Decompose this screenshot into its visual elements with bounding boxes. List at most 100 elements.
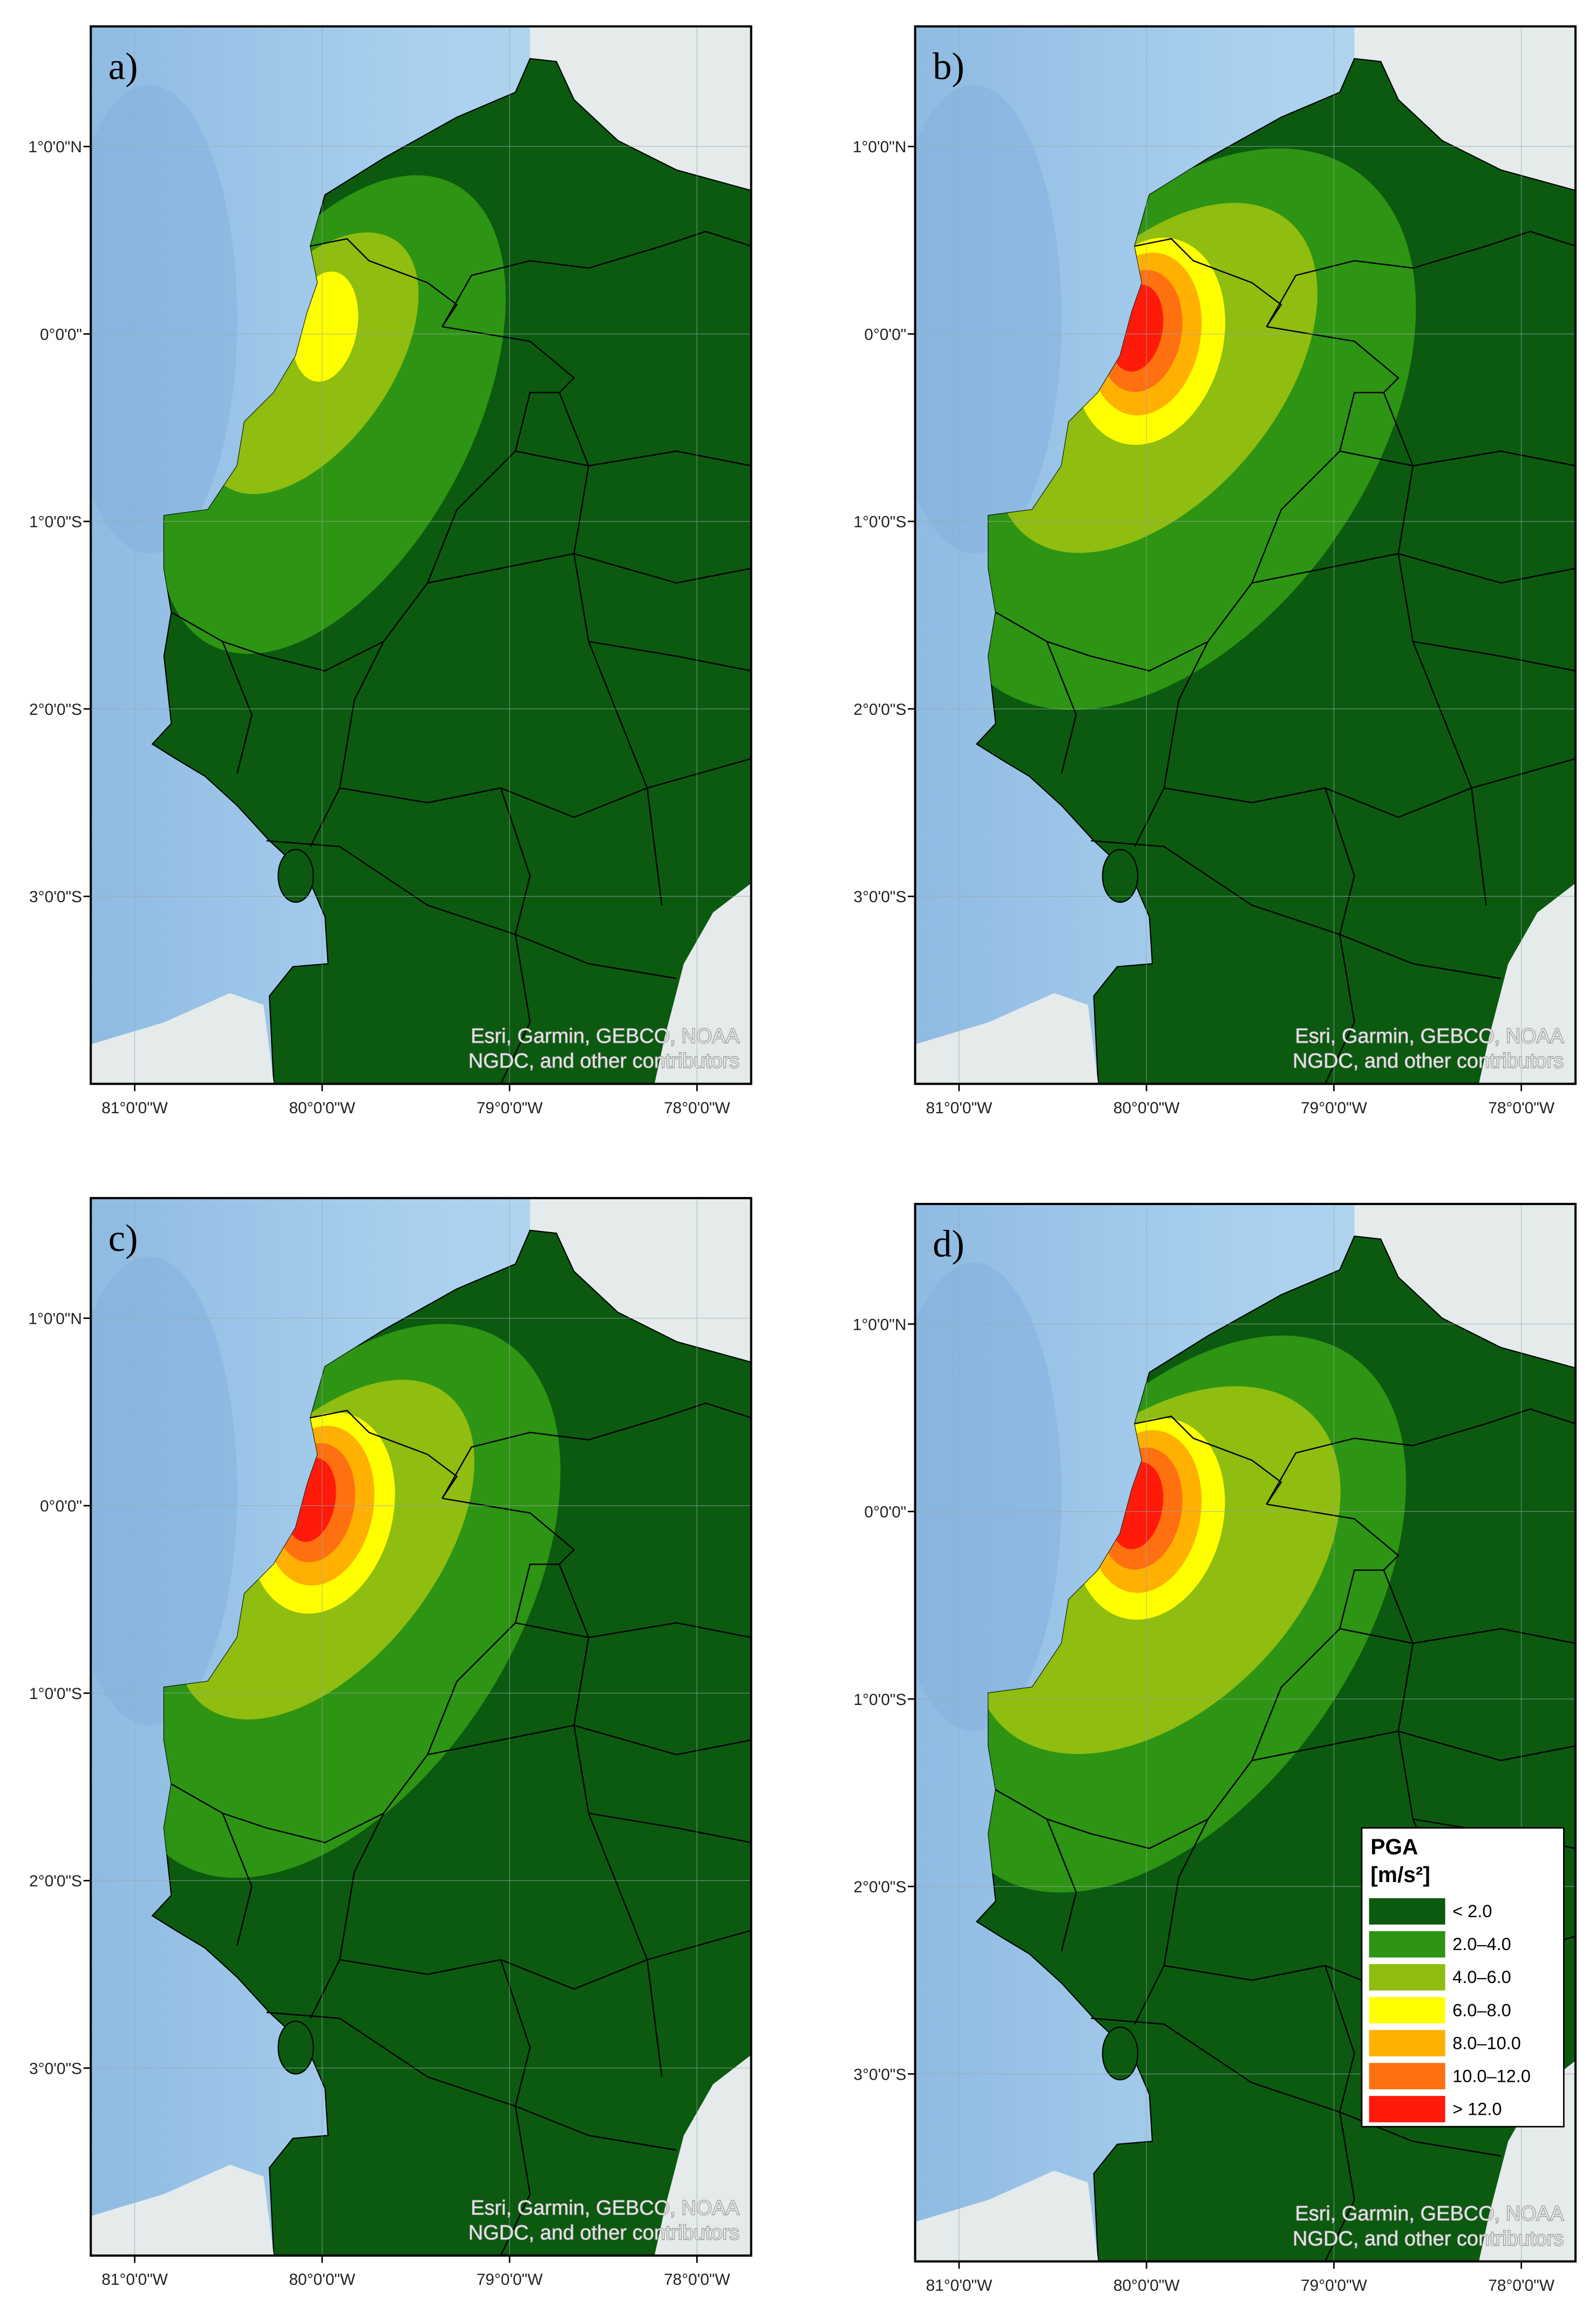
border xyxy=(1090,2018,1501,2157)
legend-label: 4.0–6.0 xyxy=(1452,1967,1511,1987)
lat-label: 0°0'0" xyxy=(864,1504,906,1521)
legend-swatch xyxy=(1369,1898,1445,1925)
colombia xyxy=(1354,1204,1576,1368)
lon-label: 81°0'0"W xyxy=(101,2271,168,2289)
lon-label: 78°0'0"W xyxy=(1488,1099,1555,1117)
lat-label: 2°0'0"S xyxy=(29,1872,82,1890)
legend-label: 10.0–12.0 xyxy=(1452,2066,1531,2086)
border xyxy=(1134,326,1400,847)
border xyxy=(442,1402,751,1499)
legend-title: PGA xyxy=(1370,1835,1418,1859)
lat-label: 3°0'0"S xyxy=(853,2066,906,2083)
attribution: NGDC, and other contributors xyxy=(1293,1050,1564,1073)
lat-label: 0°0'0" xyxy=(40,326,82,343)
lon-label: 80°0'0"W xyxy=(1113,1099,1180,1117)
border xyxy=(995,1789,1208,1849)
lat-label: 2°0'0"S xyxy=(29,701,82,719)
graticule xyxy=(91,1198,751,2256)
border xyxy=(442,231,751,327)
lat-label: 1°0'0"S xyxy=(853,513,906,531)
border xyxy=(1046,1818,1077,1951)
province-borders xyxy=(171,231,751,1084)
puna-island xyxy=(277,849,314,903)
peru-north xyxy=(915,2170,1098,2262)
border xyxy=(1134,1503,1400,2025)
map-frame xyxy=(914,1202,1577,2263)
border xyxy=(1340,1628,1576,1644)
border xyxy=(427,1724,751,1756)
map-frame xyxy=(90,1197,752,2257)
border xyxy=(515,1622,751,1639)
legend-label: < 2.0 xyxy=(1452,1901,1492,1921)
legend-label: 8.0–10.0 xyxy=(1452,2033,1521,2053)
province-borders xyxy=(171,1402,751,2256)
border xyxy=(310,326,575,847)
attribution: Esri, Garmin, GEBCO, NOAA xyxy=(1295,1025,1564,1048)
border xyxy=(1135,238,1282,327)
map-panel: a) 1°0'0"N 0°0'0" 1°0'0"S 2°0'0"S 3°0'0"S 81°0… xyxy=(28,25,752,1117)
legend-swatch xyxy=(1369,1931,1445,1958)
border xyxy=(1324,1965,1355,2262)
border xyxy=(1164,758,1576,818)
legend-swatch xyxy=(1369,2096,1445,2122)
lon-label: 79°0'0"W xyxy=(477,2271,544,2289)
lat-label: 2°0'0"S xyxy=(853,1878,906,1896)
lon-label: 78°0'0"W xyxy=(664,1099,731,1117)
lon-label: 78°0'0"W xyxy=(1488,2277,1555,2295)
map-panel: b) 1°0'0"N 0°0'0" 1°0'0"S 2°0'0"S 3°0'0"S 81°0… xyxy=(853,25,1577,1117)
border xyxy=(995,611,1208,672)
border xyxy=(1266,1408,1576,1505)
map-body xyxy=(915,26,1576,1084)
attribution: Esri, Garmin, GEBCO, NOAA xyxy=(471,2197,740,2219)
sea-shade xyxy=(915,1262,1062,1731)
border xyxy=(1324,788,1355,1084)
sea-shade xyxy=(91,85,237,554)
border xyxy=(515,450,751,466)
border xyxy=(222,1813,253,1946)
map-frame xyxy=(914,25,1577,1085)
graticule xyxy=(91,26,751,1084)
province-borders xyxy=(995,231,1576,1084)
lon-label: 79°0'0"W xyxy=(477,1099,544,1117)
lon-label: 79°0'0"W xyxy=(1301,1099,1368,1117)
border xyxy=(1340,450,1576,466)
legend-unit: [m/s²] xyxy=(1370,1862,1430,1887)
sea-shade xyxy=(915,85,1062,554)
lon-label: 81°0'0"W xyxy=(926,1099,993,1117)
border xyxy=(1252,1730,1576,1762)
lon-label: 81°0'0"W xyxy=(926,2277,993,2295)
lat-label: 1°0'0"N xyxy=(28,138,82,156)
legend-swatch xyxy=(1369,2030,1445,2056)
puna-island xyxy=(277,2020,314,2075)
lat-label: 1°0'0"N xyxy=(853,1316,907,1334)
lat-label: 3°0'0"S xyxy=(29,888,82,906)
map-frame xyxy=(90,25,752,1085)
border xyxy=(266,840,677,979)
lat-label: 2°0'0"S xyxy=(853,701,906,719)
panel-label: a) xyxy=(108,46,138,88)
border xyxy=(1266,231,1576,327)
border xyxy=(588,641,751,672)
lon-label: 78°0'0"W xyxy=(664,2271,731,2289)
legend: PGA [m/s²] < 2.0 2.0–4.0 4.0–6.0 6.0–8.0 8.0–1… xyxy=(1361,1827,1565,2128)
panel-label: c) xyxy=(108,1217,138,1260)
border xyxy=(171,611,384,672)
peru-north xyxy=(91,2164,274,2256)
border xyxy=(1046,641,1077,774)
border xyxy=(310,1498,575,2019)
lat-label: 1°0'0"N xyxy=(28,1310,82,1328)
peru-east xyxy=(1478,883,1576,1084)
border xyxy=(171,1783,384,1844)
lat-label: 0°0'0" xyxy=(40,1498,82,1515)
border xyxy=(1252,553,1576,584)
map-panel: c) 1°0'0"N 0°0'0" 1°0'0"S 2°0'0"S 3°0'0"S 81°0… xyxy=(28,1197,752,2289)
border xyxy=(266,2012,677,2151)
peru-east xyxy=(654,2055,751,2256)
colombia xyxy=(1354,26,1576,191)
border xyxy=(1090,840,1501,979)
border xyxy=(1135,1416,1282,1505)
attribution: NGDC, and other contributors xyxy=(1293,2228,1564,2250)
graticule xyxy=(915,26,1576,1084)
